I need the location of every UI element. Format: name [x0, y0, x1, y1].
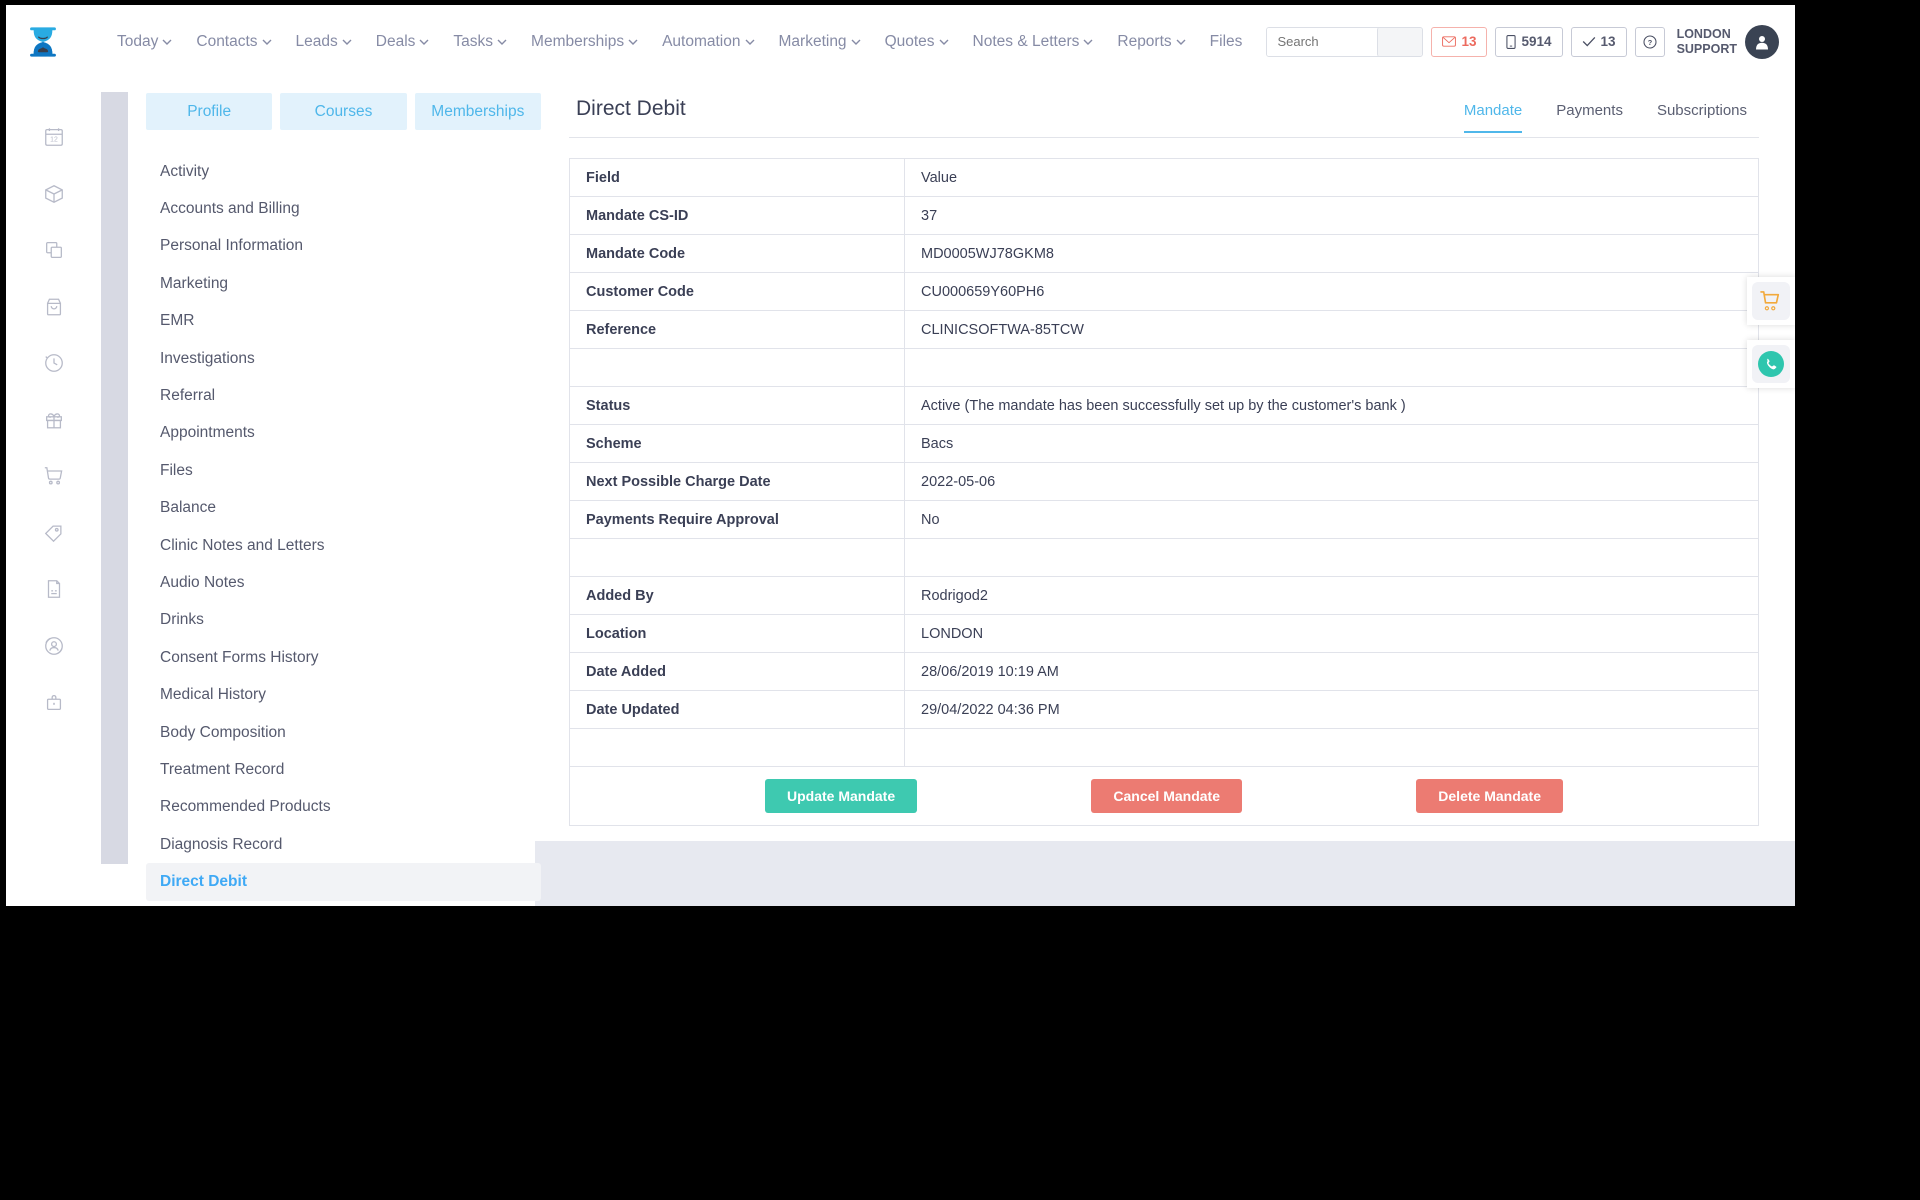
svg-text:12: 12: [50, 137, 58, 144]
svg-text:?: ?: [1647, 38, 1652, 47]
